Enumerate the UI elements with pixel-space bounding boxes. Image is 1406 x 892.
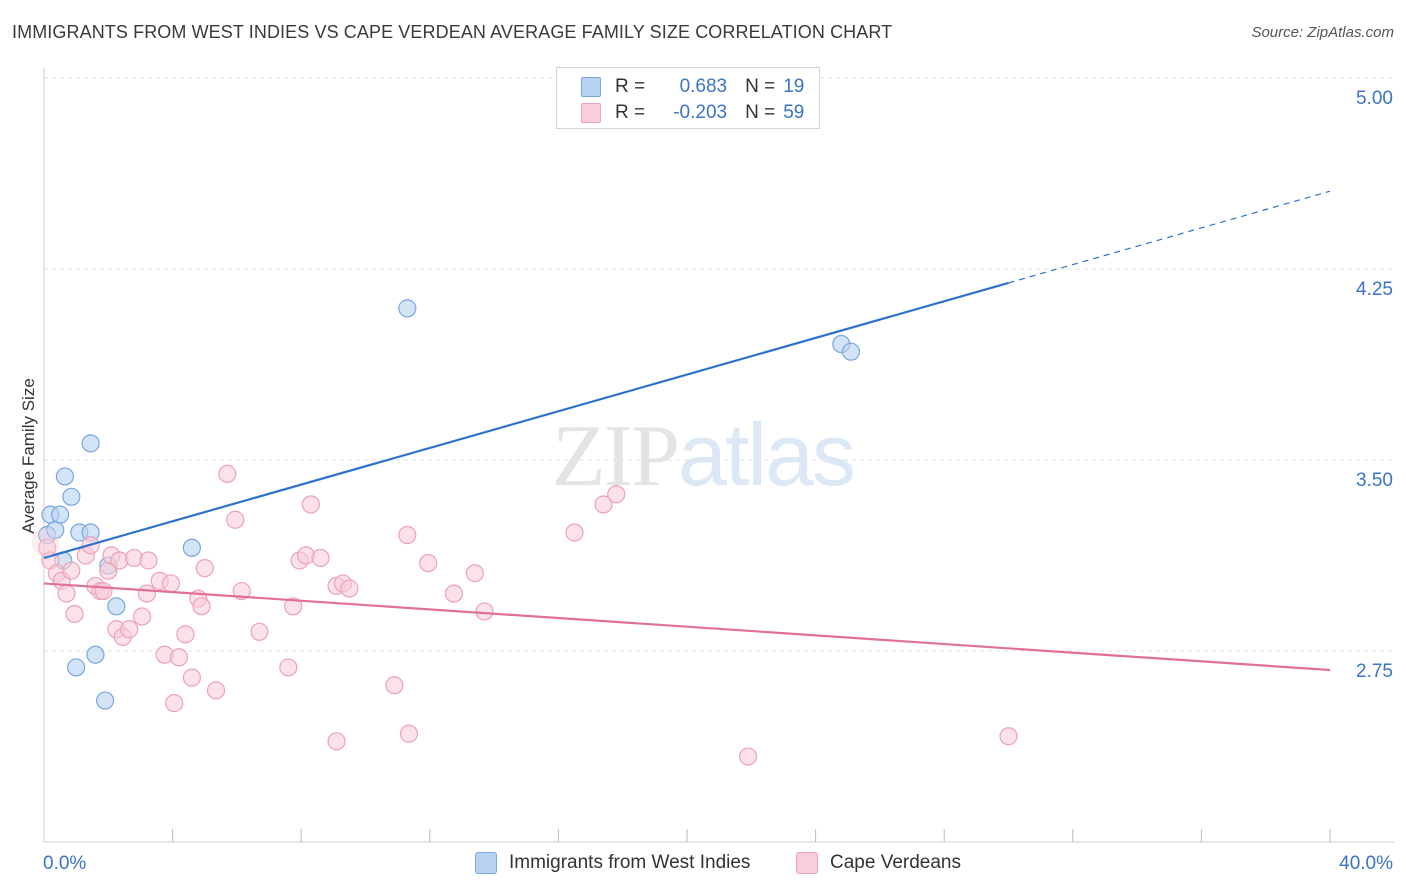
point-cape-verdeans	[161, 574, 181, 593]
point-cape-verdeans	[137, 584, 156, 603]
legend-n-label: N =	[745, 102, 776, 123]
series-label-cape-verdeans: Cape Verdeans	[830, 852, 961, 873]
point-west-indies	[81, 434, 100, 453]
point-cape-verdeans	[218, 464, 237, 484]
point-cape-verdeans	[465, 564, 484, 583]
point-cape-verdeans	[327, 732, 346, 751]
point-cape-verdeans	[132, 607, 152, 626]
point-cape-verdeans	[120, 620, 139, 639]
point-west-indies	[50, 505, 70, 524]
point-west-indies	[398, 299, 417, 318]
point-cape-verdeans	[62, 561, 81, 580]
series-swatch-cape-verdeans	[796, 852, 818, 874]
point-cape-verdeans	[444, 584, 464, 603]
point-cape-verdeans	[65, 604, 84, 624]
point-cape-verdeans	[94, 581, 113, 601]
chart-title: IMMIGRANTS FROM WEST INDIES VS CAPE VERD…	[12, 22, 893, 42]
point-cape-verdeans	[594, 495, 613, 514]
point-cape-verdeans	[284, 597, 303, 616]
point-west-indies	[55, 467, 74, 486]
point-cape-verdeans	[195, 559, 214, 578]
legend-r-value: 0.683	[679, 76, 728, 97]
legend-r-label: R =	[615, 102, 646, 123]
point-cape-verdeans	[139, 551, 158, 570]
y-axis-label: Average Family Size	[19, 378, 38, 534]
legend-swatch-west-indies	[581, 77, 601, 97]
point-cape-verdeans	[250, 622, 269, 641]
point-cape-verdeans	[311, 548, 330, 568]
x-tick-label: 0.0%	[43, 853, 86, 874]
point-cape-verdeans	[232, 581, 251, 601]
y-tick-label: 3.50	[1356, 470, 1393, 491]
source-label: Source: ZipAtlas.com	[1251, 24, 1394, 41]
legend-n-value: 59	[783, 102, 805, 123]
y-tick-label: 5.00	[1356, 88, 1393, 109]
point-cape-verdeans	[398, 525, 417, 545]
point-cape-verdeans	[385, 676, 404, 695]
point-cape-verdeans	[57, 584, 76, 603]
point-west-indies	[841, 342, 861, 361]
legend-swatch-cape-verdeans	[581, 103, 601, 123]
point-cape-verdeans	[475, 602, 494, 621]
legend-n-label: N =	[745, 76, 776, 97]
point-cluster-highlight	[31, 528, 60, 557]
point-cape-verdeans	[301, 495, 320, 514]
point-cape-verdeans	[419, 553, 438, 573]
watermark-atlas: atlas	[678, 405, 856, 504]
point-cape-verdeans	[176, 625, 195, 644]
point-cape-verdeans	[165, 694, 184, 713]
point-west-indies	[67, 658, 86, 677]
legend-row-west-indies: R = 0.683 N = 19	[581, 75, 804, 99]
point-west-indies	[107, 597, 126, 616]
point-west-indies	[86, 645, 105, 664]
legend-r-value: -0.203	[673, 102, 728, 123]
point-cape-verdeans	[738, 747, 758, 766]
x-tick-label: 40.0%	[1339, 853, 1393, 874]
point-west-indies	[62, 487, 81, 506]
point-cape-verdeans	[565, 523, 584, 542]
point-cape-verdeans	[226, 510, 245, 529]
series-legend: Immigrants from West Indies Cape Verdean…	[0, 852, 1406, 878]
point-cape-verdeans	[607, 485, 626, 504]
point-cape-verdeans	[340, 579, 359, 598]
series-swatch-west-indies	[475, 852, 497, 874]
point-cape-verdeans	[182, 668, 201, 687]
point-west-indies	[182, 538, 201, 557]
legend-row-cape-verdeans: R = -0.203 N = 59	[581, 101, 804, 125]
y-tick-label: 4.25	[1356, 279, 1393, 300]
point-west-indies	[95, 691, 115, 710]
trendline-west-indies-extension	[1008, 190, 1331, 284]
point-cape-verdeans	[169, 648, 189, 667]
series-legend-cape-verdeans: Cape Verdeans	[796, 852, 961, 874]
trendline-west-indies	[43, 281, 1009, 560]
series-label-west-indies: Immigrants from West Indies	[509, 852, 751, 873]
legend-r-label: R =	[615, 76, 646, 97]
point-cape-verdeans	[192, 597, 211, 616]
point-cape-verdeans	[279, 658, 298, 677]
point-cape-verdeans	[206, 681, 226, 700]
series-legend-west-indies: Immigrants from West Indies	[475, 852, 750, 874]
y-tick-label: 2.75	[1356, 661, 1393, 682]
legend-n-value: 19	[783, 76, 805, 97]
point-cape-verdeans	[999, 727, 1018, 746]
point-cape-verdeans	[399, 724, 419, 743]
trendline-cape-verdeans	[43, 582, 1331, 672]
correlation-legend: R = 0.683 N = 19 R = -0.203 N = 59	[556, 67, 820, 129]
